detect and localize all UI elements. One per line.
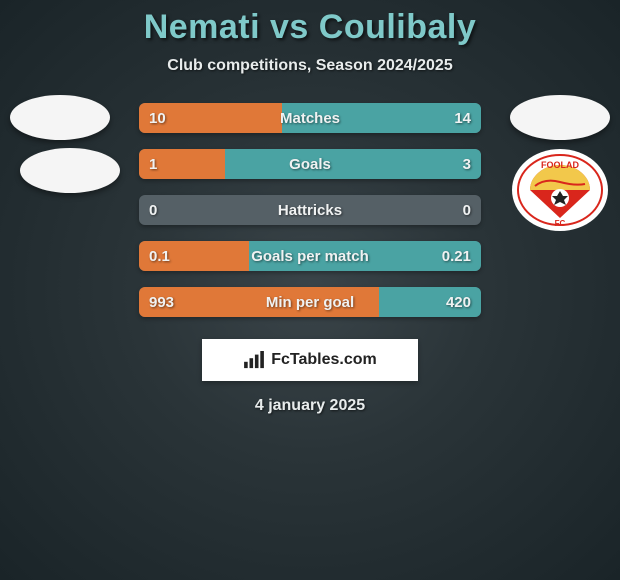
club-left-badge: [20, 148, 120, 193]
svg-text:FC: FC: [555, 219, 566, 228]
page-subtitle: Club competitions, Season 2024/2025: [167, 57, 452, 75]
stats-list: Matches10 14 Goals1 3 Hattricks0 0 Goals per m…: [139, 103, 481, 317]
stat-value-left: 0: [149, 195, 157, 225]
stat-value-right: 0.21: [442, 241, 471, 271]
stat-row: Min per goal993 420: [139, 287, 481, 317]
club-right-badge: FOOLAD FC: [510, 148, 610, 233]
stat-value-right: 0: [463, 195, 471, 225]
svg-text:FOOLAD: FOOLAD: [541, 160, 579, 170]
stat-row: Hattricks0 0: [139, 195, 481, 225]
stat-value-right: 3: [463, 149, 471, 179]
stat-value-right: 420: [446, 287, 471, 317]
brand-label: FcTables.com: [271, 351, 377, 369]
player-right-avatar: [510, 95, 610, 140]
player-left-avatar: [10, 95, 110, 140]
stat-value-left: 993: [149, 287, 174, 317]
stat-label: Hattricks: [139, 195, 481, 225]
stat-value-left: 10: [149, 103, 166, 133]
stat-label: Goals: [139, 149, 481, 179]
stat-value-left: 1: [149, 149, 157, 179]
brand-badge[interactable]: FcTables.com: [202, 339, 418, 381]
stat-label: Min per goal: [139, 287, 481, 317]
bar-chart-icon: [243, 351, 265, 369]
stat-row: Goals1 3: [139, 149, 481, 179]
date-label: 4 january 2025: [255, 397, 365, 415]
stat-row: Matches10 14: [139, 103, 481, 133]
comparison-area: FOOLAD FC Matches10 14 Goals1 3 Hattricks0 0 G…: [0, 103, 620, 317]
stat-row: Goals per match0.1 0.21: [139, 241, 481, 271]
stat-label: Matches: [139, 103, 481, 133]
stat-value-right: 14: [454, 103, 471, 133]
page-title: Nemati vs Coulibaly: [144, 8, 477, 47]
stat-value-left: 0.1: [149, 241, 170, 271]
stat-label: Goals per match: [139, 241, 481, 271]
content: Nemati vs Coulibaly Club competitions, S…: [0, 0, 620, 580]
